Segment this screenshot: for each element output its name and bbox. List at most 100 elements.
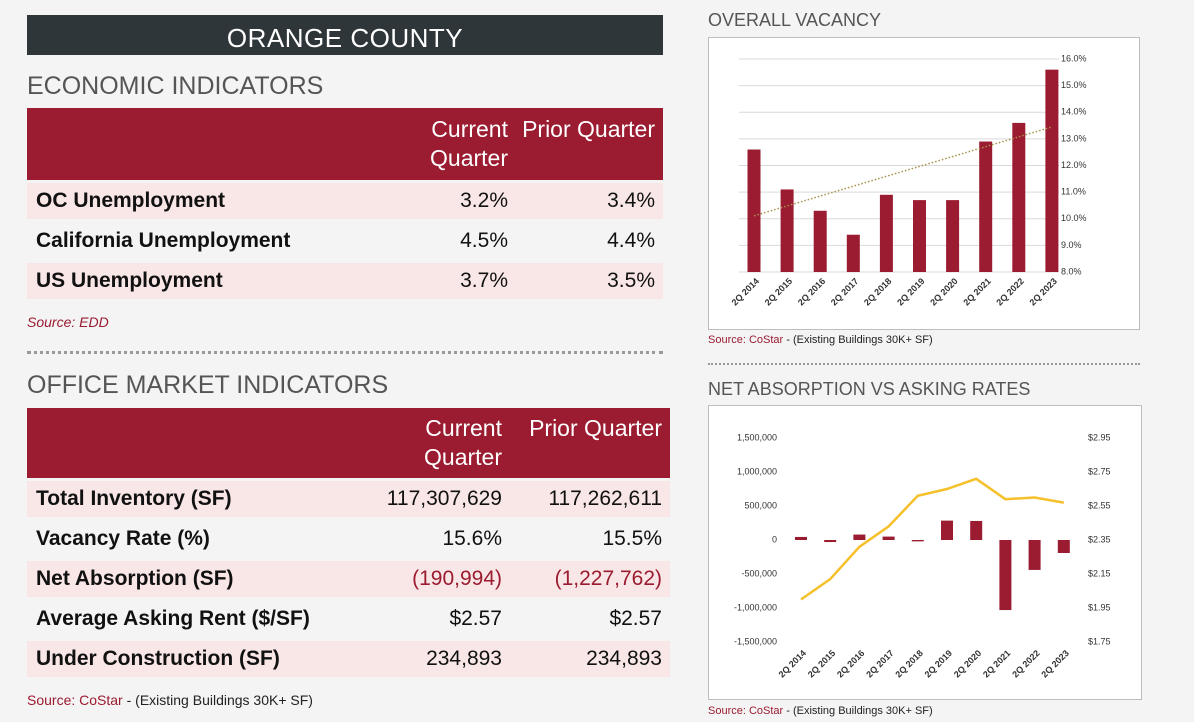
section-title: ECONOMIC INDICATORS: [27, 72, 324, 100]
source-note: - (Existing Buildings 30K+ SF): [126, 692, 313, 708]
bar: [911, 540, 924, 542]
y-tick-label: -1,500,000: [734, 636, 777, 646]
bar: [882, 536, 895, 540]
bar: [913, 200, 926, 272]
bar: [824, 540, 837, 543]
y2-tick-label: $2.55: [1088, 500, 1111, 510]
cell-value: 15.6%: [442, 527, 502, 550]
table-row: US Unemployment 3.7% 3.5%: [27, 263, 663, 299]
y2-tick-label: $2.75: [1088, 466, 1111, 476]
divider: [27, 351, 663, 354]
chart-title: OVERALL VACANCY: [708, 10, 882, 30]
cell-value: (190,994): [412, 567, 502, 590]
table-row: Total Inventory (SF) 117,307,629 117,262,6…: [27, 481, 670, 517]
bar: [946, 200, 960, 272]
x-tick-label: 2Q 2020: [928, 276, 959, 307]
row-label: Total Inventory (SF): [36, 487, 232, 510]
chart-title: NET ABSORPTION VS ASKING RATES: [708, 379, 1031, 399]
bar: [747, 149, 761, 272]
source: Source: EDD: [27, 314, 109, 330]
cell-value: 3.7%: [460, 269, 508, 292]
row-label: Under Construction (SF): [36, 647, 280, 670]
table-row: Under Construction (SF) 234,893 234,893: [27, 641, 670, 677]
y-tick-label: -500,000: [741, 568, 777, 578]
cell-value: 4.4%: [607, 229, 655, 252]
row-label: Average Asking Rent ($/SF): [36, 607, 310, 630]
office-table: Current Quarter Prior Quarter Total Invent…: [27, 408, 670, 680]
cell-value: 234,893: [586, 647, 662, 670]
cell-value: 234,893: [426, 647, 502, 670]
x-tick-label: 2Q 2015: [763, 276, 794, 307]
source-note: - (Existing Buildings 30K+ SF): [786, 334, 933, 346]
x-tick-label: 2Q 2022: [1010, 648, 1041, 679]
bar: [999, 540, 1012, 611]
chart: -1,500,000 -1,000,000 -500,000 0 500,000 1,00…: [708, 405, 1142, 700]
column-header: Prior Quarter: [522, 116, 655, 142]
bar: [780, 189, 794, 272]
x-tick-label: 2Q 2018: [893, 648, 924, 679]
y-tick-label: 0: [772, 534, 777, 544]
header-title: ORANGE COUNTY: [27, 15, 663, 55]
cell-value: $2.57: [609, 607, 662, 630]
table-row: OC Unemployment 3.2% 3.4%: [27, 183, 663, 219]
row-label: OC Unemployment: [36, 189, 226, 212]
y-tick-label: 10.0%: [1061, 213, 1087, 223]
y-tick-label: 13.0%: [1061, 133, 1087, 143]
x-tick-label: 2Q 2022: [994, 276, 1025, 307]
source: Source: CoStar - (Existing Buildings 30K…: [708, 334, 933, 346]
table-header: Current Quarter Prior Quarter: [27, 408, 670, 478]
table-row: Vacancy Rate (%) 15.6% 15.5%: [27, 521, 670, 557]
cell-value: (1,227,762): [554, 567, 662, 590]
x-tick-label: 2Q 2019: [895, 276, 926, 307]
x-tick-label: 2Q 2018: [862, 276, 893, 307]
source-note: - (Existing Buildings 30K+ SF): [786, 705, 933, 717]
cell-value: 3.4%: [607, 189, 655, 212]
bar: [879, 194, 893, 272]
column-header: Current Quarter: [430, 116, 508, 171]
bar: [846, 234, 860, 272]
row-label: Net Absorption (SF): [36, 567, 234, 590]
y-tick-label: 1,000,000: [737, 466, 777, 476]
table-row: Net Absorption (SF) (190,994) (1,227,762): [27, 561, 670, 597]
line: [800, 477, 1065, 601]
cell-value: $2.57: [449, 607, 502, 630]
cell-value: 4.5%: [460, 229, 508, 252]
column-header: Prior Quarter: [529, 415, 662, 441]
trendline: [753, 126, 1053, 217]
row-label: US Unemployment: [36, 269, 223, 292]
x-tick-label: 2Q 2017: [864, 648, 895, 679]
chart: 8.0% 9.0% 10.0% 11.0% 12.0% 13.0% 14.0% 15.0% 16…: [708, 37, 1140, 330]
source: Source: CoStar - (Existing Buildings 30K…: [27, 692, 313, 708]
bar: [1028, 540, 1041, 570]
y-tick-label: 14.0%: [1061, 107, 1087, 117]
bar: [853, 534, 866, 540]
table-row: California Unemployment 4.5% 4.4%: [27, 223, 663, 259]
cell-value: 3.2%: [460, 189, 508, 212]
x-tick-label: 2Q 2015: [806, 648, 837, 679]
x-tick-label: 2Q 2014: [777, 648, 808, 679]
y-tick-label: 12.0%: [1061, 160, 1087, 170]
y-tick-label: 16.0%: [1061, 53, 1087, 63]
x-tick-label: 2Q 2016: [835, 648, 866, 679]
cell-value: 15.5%: [602, 527, 662, 550]
y-tick-label: 8.0%: [1061, 266, 1082, 276]
x-tick-label: 2Q 2021: [981, 648, 1012, 679]
table-row: Average Asking Rent ($/SF) $2.57 $2.57: [27, 601, 670, 637]
row-label: California Unemployment: [36, 229, 291, 252]
y-tick-label: 11.0%: [1061, 187, 1086, 197]
source-name: Source: CoStar: [708, 705, 784, 717]
bar: [1045, 69, 1059, 273]
bar: [813, 210, 827, 272]
y2-tick-label: $2.15: [1088, 568, 1111, 578]
column-header: Current Quarter: [424, 415, 502, 470]
y2-tick-label: $1.95: [1088, 602, 1111, 612]
x-tick-label: 2Q 2023: [1039, 648, 1070, 679]
y-tick-label: 15.0%: [1061, 80, 1087, 90]
y-tick-label: 1,500,000: [737, 432, 777, 442]
x-tick-label: 2Q 2020: [952, 648, 983, 679]
y-tick-label: 9.0%: [1061, 240, 1082, 250]
bar: [941, 520, 953, 540]
y2-tick-label: $1.75: [1088, 636, 1111, 646]
cell-value: 3.5%: [607, 269, 655, 292]
